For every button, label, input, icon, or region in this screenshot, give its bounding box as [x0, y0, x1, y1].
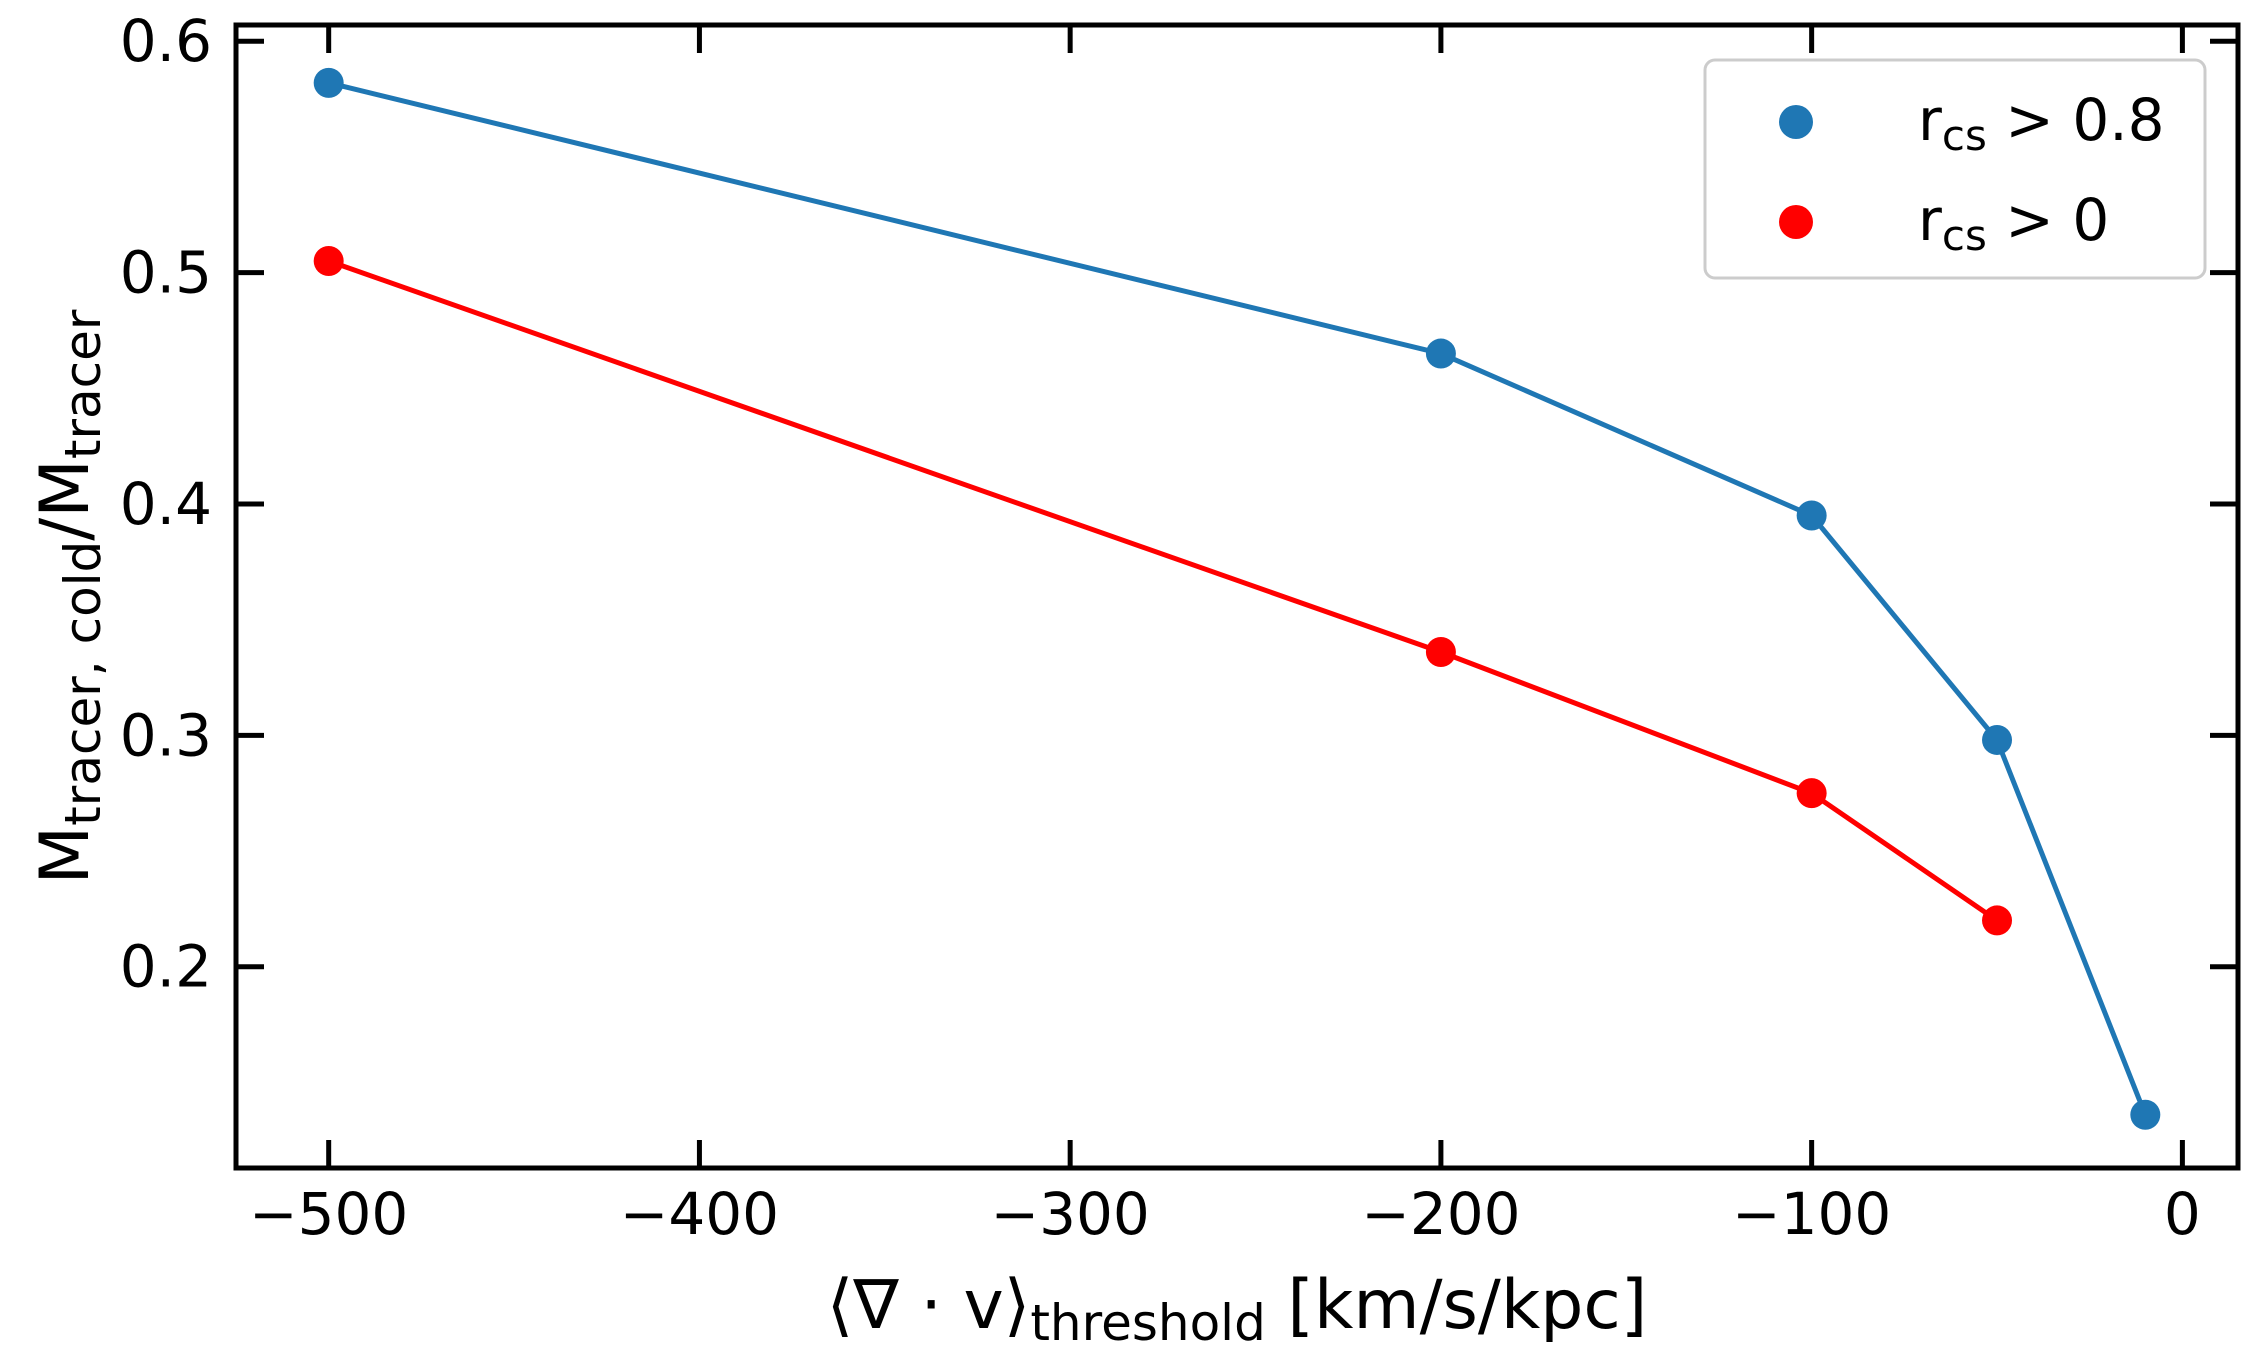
data-point-0-1: [1425, 338, 1456, 369]
legend-box: [1703, 58, 2207, 280]
series-line-1: [327, 258, 1999, 923]
ticks-layer: −500 −400 −300 −200 −100 0 0.2 0.3 0.4 0.5 0.6: [120, 7, 2238, 1248]
x-tick-label: −300: [991, 1180, 1150, 1248]
x-tick-label: −400: [620, 1180, 779, 1248]
data-point-1-2: [1796, 778, 1827, 809]
legend: rcs > 0.8 rcs > 0: [1703, 58, 2207, 280]
legend-marker-blue: [1779, 105, 1813, 139]
data-point-1-3: [1982, 905, 2013, 936]
x-axis-title: ⟨∇ · v⟩threshold [km/s/kpc]: [827, 1266, 1648, 1350]
data-point-0-3: [1982, 724, 2013, 755]
plot-frame: [233, 22, 2241, 1171]
data-point-0-2: [1796, 500, 1827, 531]
x-tick-label: −500: [249, 1180, 408, 1248]
x-tick-label: 0: [2164, 1180, 2201, 1248]
series-layer: [313, 67, 2161, 1130]
data-point-1-0: [313, 246, 344, 277]
x-tick-label: −100: [1732, 1180, 1891, 1248]
y-tick-label: 0.3: [120, 701, 212, 769]
y-axis-title: Mtracer, cold/Mtracer: [26, 309, 112, 884]
legend-label-red: rcs > 0: [1918, 186, 2109, 260]
legend-label-blue: rcs > 0.8: [1918, 86, 2165, 160]
data-point-1-1: [1425, 637, 1456, 668]
y-tick-label: 0.5: [120, 239, 212, 307]
x-tick-label: −200: [1361, 1180, 1520, 1248]
legend-marker-red: [1779, 205, 1813, 239]
data-point-0-4: [2130, 1099, 2161, 1130]
y-tick-label: 0.2: [120, 933, 212, 1001]
y-tick-label: 0.4: [120, 470, 212, 538]
y-tick-label: 0.6: [120, 7, 212, 75]
data-point-0-0: [313, 67, 344, 98]
